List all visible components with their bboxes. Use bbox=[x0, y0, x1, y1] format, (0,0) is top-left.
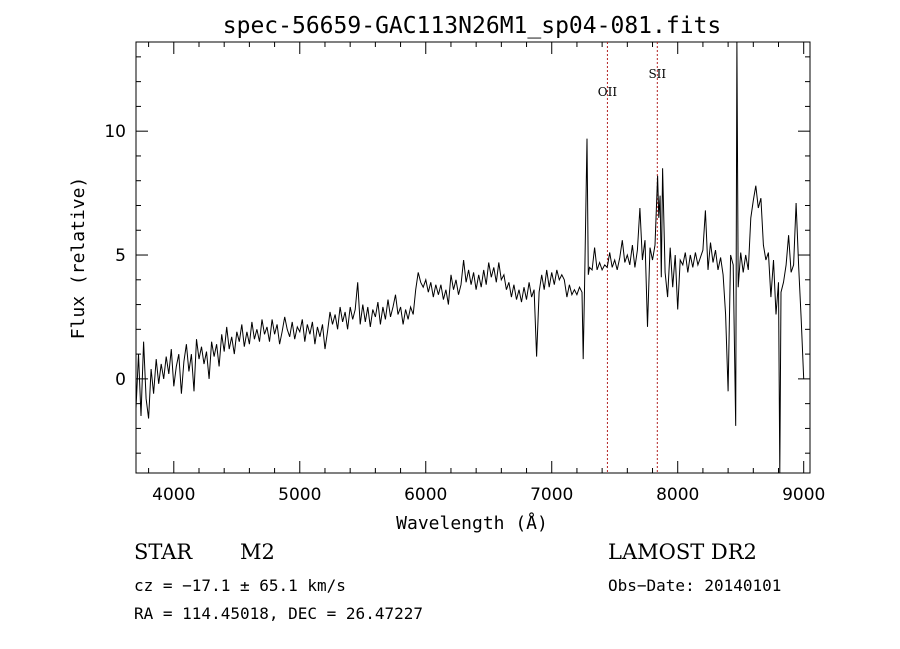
y-tick-label: 0 bbox=[115, 370, 126, 390]
x-tick-label: 5000 bbox=[278, 485, 321, 505]
x-tick-label: 6000 bbox=[404, 485, 447, 505]
y-tick-label: 5 bbox=[115, 246, 126, 266]
object-class: STAR bbox=[134, 540, 193, 564]
x-tick-label: 7000 bbox=[530, 485, 573, 505]
marker-label-oii: OII bbox=[598, 85, 618, 99]
axes-box bbox=[135, 41, 811, 474]
x-axis-label: Wavelength (Å) bbox=[396, 512, 548, 534]
x-tick-label: 9000 bbox=[782, 485, 825, 505]
x-tick-label: 8000 bbox=[656, 485, 699, 505]
coordinates-line: RA = 114.45018, DEC = 26.47227 bbox=[134, 604, 423, 623]
plot-frame bbox=[135, 41, 811, 474]
obs-date: Obs−Date: 20140101 bbox=[608, 576, 781, 595]
marker-label-sii: SII bbox=[648, 67, 666, 81]
line-markers: OII SII bbox=[598, 42, 666, 473]
y-axis-label: Flux (relative) bbox=[68, 177, 89, 340]
x-tick-label: 4000 bbox=[152, 485, 195, 505]
y-axis-ticks: 0 5 10 bbox=[104, 122, 810, 390]
object-subclass: M2 bbox=[240, 540, 275, 564]
y-tick-label: 10 bbox=[104, 122, 126, 142]
survey-name: LAMOST DR2 bbox=[608, 540, 757, 564]
redshift-line: cz = −17.1 ± 65.1 km/s bbox=[134, 576, 346, 595]
spectrum-line bbox=[135, 41, 805, 474]
x-axis-ticks: 4000 5000 6000 7000 8000 9000 bbox=[152, 42, 825, 505]
chart-title: spec-56659-GAC113N26M1_sp04-081.fits bbox=[223, 13, 722, 39]
minor-ticks bbox=[136, 42, 810, 473]
